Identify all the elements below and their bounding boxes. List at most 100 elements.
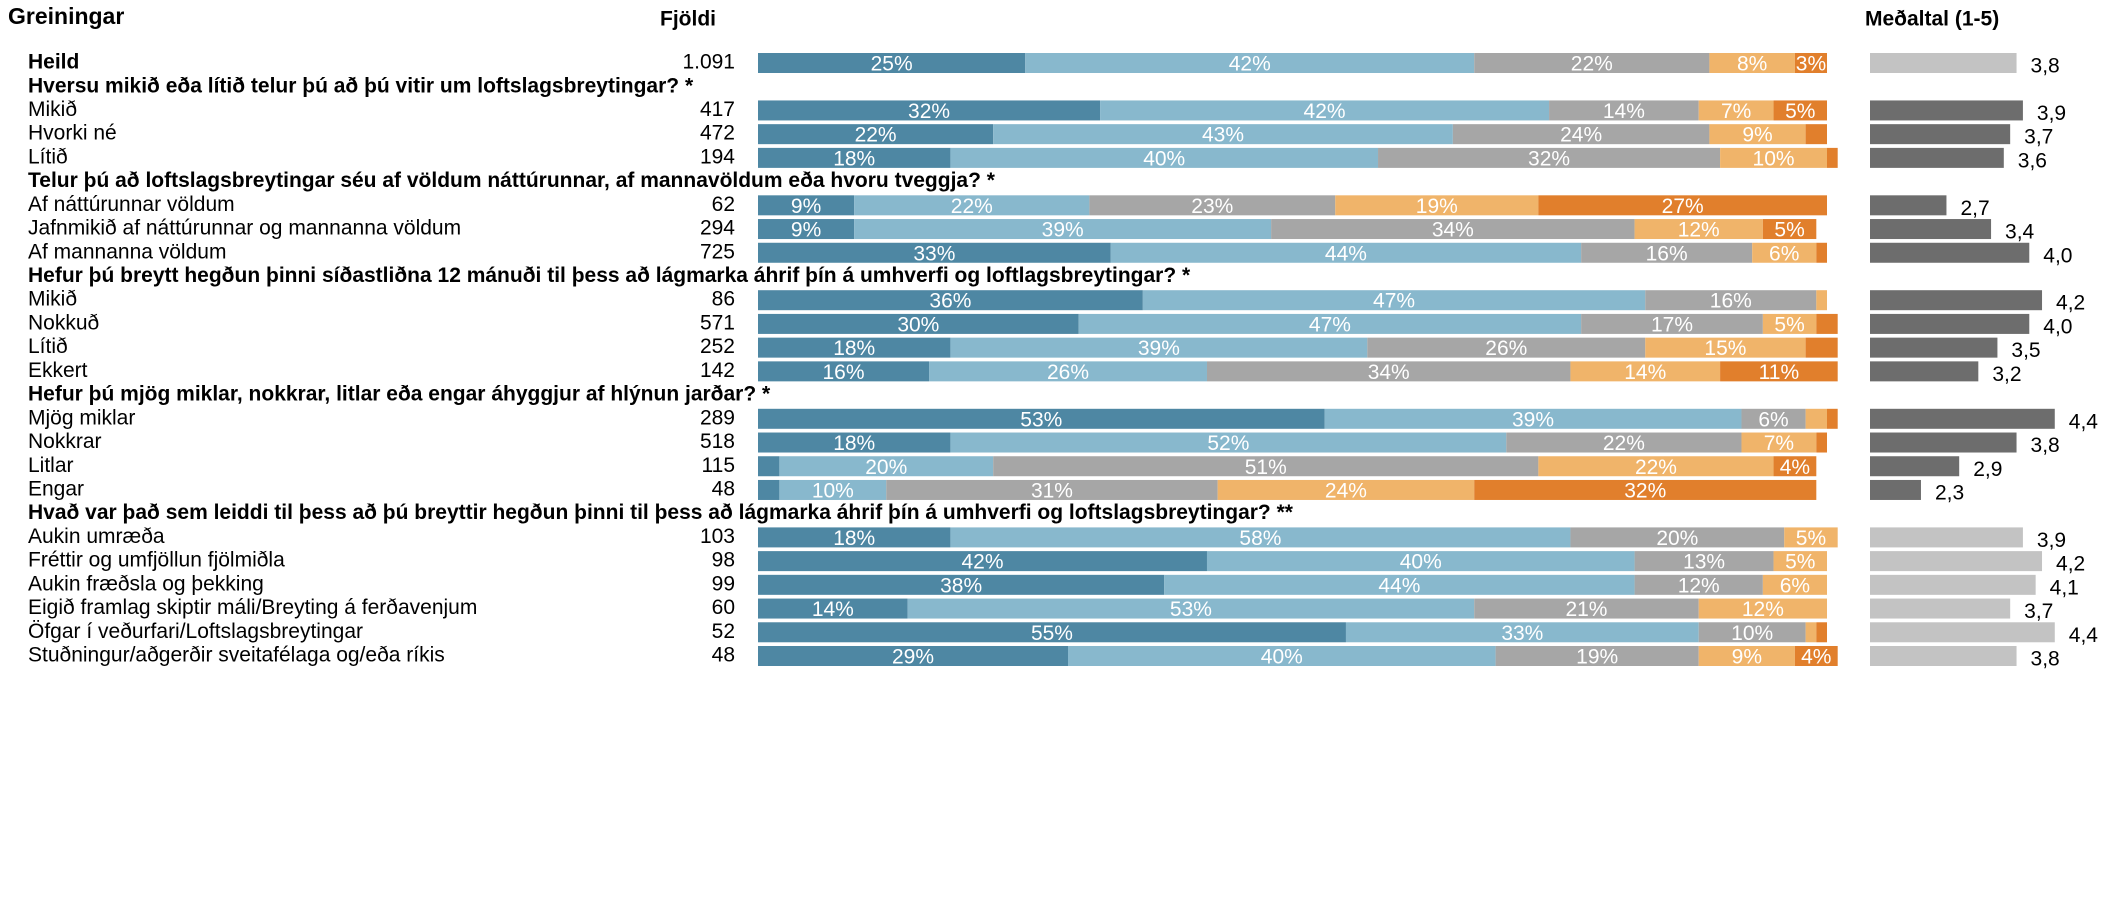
row-label: Mikið <box>28 288 77 311</box>
segment-label: 58% <box>1239 527 1281 550</box>
segment-label: 26% <box>1485 337 1527 360</box>
segment-label: 5% <box>1796 527 1826 550</box>
row-count: 142 <box>700 359 735 382</box>
segment-label: 19% <box>1576 646 1618 669</box>
segment-label: 25% <box>871 53 913 76</box>
mean-bar <box>1870 361 1979 382</box>
segment <box>1495 646 1699 666</box>
segment <box>1827 147 1838 168</box>
segment <box>993 124 1453 145</box>
segment <box>1816 622 1827 643</box>
segment <box>1698 622 1806 643</box>
segment <box>779 456 994 477</box>
mean-label: 2,7 <box>1960 197 1989 220</box>
row-label: Hvorki né <box>28 122 117 145</box>
mean-bar <box>1870 574 2036 595</box>
segment-label: 33% <box>913 242 955 265</box>
mean-label: 3,2 <box>1992 363 2021 386</box>
segment <box>1634 219 1763 240</box>
segment <box>758 456 780 477</box>
segment <box>1698 598 1827 619</box>
row-label: Öfgar í veðurfari/Loftslagsbreytingar <box>28 620 363 643</box>
segment-label: 20% <box>1656 527 1698 550</box>
segment <box>1773 456 1817 477</box>
row-count: 48 <box>712 644 735 667</box>
group-title: Hefur þú breytt hegðun þinni síðastliðna… <box>28 264 1191 287</box>
group-title: Hvað var það sem leiddi til þess að þú b… <box>28 501 1294 524</box>
segment <box>1762 574 1827 595</box>
segment-label: 6% <box>1758 408 1788 431</box>
row-count: 48 <box>712 478 735 501</box>
row-count: 52 <box>712 620 735 643</box>
segment-label: 5% <box>1774 313 1804 336</box>
segment <box>1538 195 1827 216</box>
segment <box>1068 646 1496 666</box>
mean-label: 2,3 <box>1935 482 1964 505</box>
row-count: 294 <box>700 217 735 240</box>
segment <box>1794 53 1827 73</box>
segment <box>1805 622 1817 643</box>
segment-label: 7% <box>1764 432 1794 455</box>
segment <box>1142 290 1646 311</box>
segment-label: 24% <box>1325 480 1367 503</box>
segment <box>854 219 1272 240</box>
mean-bar <box>1870 219 1992 240</box>
segment-label: 39% <box>1042 219 1084 242</box>
segment <box>1345 622 1699 643</box>
segment-label: 33% <box>1501 622 1543 645</box>
segment-label: 9% <box>791 219 821 242</box>
mean-label: 2,9 <box>1973 458 2002 481</box>
row-label: Engar <box>28 478 84 501</box>
segment <box>1773 551 1827 572</box>
mean-label: 3,7 <box>2024 126 2053 149</box>
mean-bar <box>1870 527 2023 548</box>
segment <box>1474 598 1699 619</box>
segment <box>758 479 780 500</box>
segment <box>1645 290 1817 311</box>
segment-label: 39% <box>1138 337 1180 360</box>
segment-label: 20% <box>865 456 907 479</box>
segment <box>1773 100 1827 121</box>
row-count: 472 <box>700 122 735 145</box>
segment-label: 26% <box>1047 361 1089 384</box>
segment-label: 40% <box>1261 646 1303 669</box>
segment-label: 42% <box>961 551 1003 574</box>
row-count: 103 <box>700 525 735 548</box>
segment <box>1816 432 1827 453</box>
segment-label: 36% <box>929 290 971 313</box>
row-label: Aukin umræða <box>28 525 165 548</box>
segment-label: 14% <box>812 598 854 621</box>
segment-label: 53% <box>1170 598 1212 621</box>
segment-label: 22% <box>1635 456 1677 479</box>
segment-label: 29% <box>892 646 934 669</box>
segment <box>993 456 1539 477</box>
mean-label: 3,7 <box>2024 600 2053 623</box>
segment-label: 31% <box>1031 480 1073 503</box>
segment <box>1474 479 1817 500</box>
row-label: Af náttúrunnar völdum <box>28 193 235 216</box>
segment <box>1110 242 1582 263</box>
segment <box>1805 408 1827 429</box>
segment <box>779 479 887 500</box>
segment <box>1645 337 1806 358</box>
segment-label: 42% <box>1229 53 1271 76</box>
row-label: Lítið <box>28 145 68 168</box>
segment <box>1752 242 1817 263</box>
segment <box>1100 100 1550 121</box>
mean-label: 4,2 <box>2056 553 2085 576</box>
segment-label: 43% <box>1202 124 1244 147</box>
segment <box>758 646 1069 666</box>
segment-label: 32% <box>1528 147 1570 170</box>
segment <box>1762 219 1817 240</box>
segment-label: 23% <box>1191 195 1233 218</box>
header-count: Fjöldi <box>660 8 716 31</box>
segment <box>758 527 951 548</box>
segment <box>907 598 1475 619</box>
segment-label: 10% <box>1753 147 1795 170</box>
segment-label: 12% <box>1678 574 1720 597</box>
segment-label: 10% <box>812 480 854 503</box>
row-label: Fréttir og umfjöllun fjölmiðla <box>28 549 285 572</box>
segment <box>758 242 1111 263</box>
segment <box>1581 313 1763 334</box>
